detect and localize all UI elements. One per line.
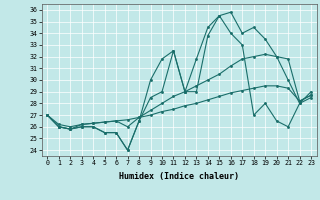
X-axis label: Humidex (Indice chaleur): Humidex (Indice chaleur) xyxy=(119,172,239,181)
